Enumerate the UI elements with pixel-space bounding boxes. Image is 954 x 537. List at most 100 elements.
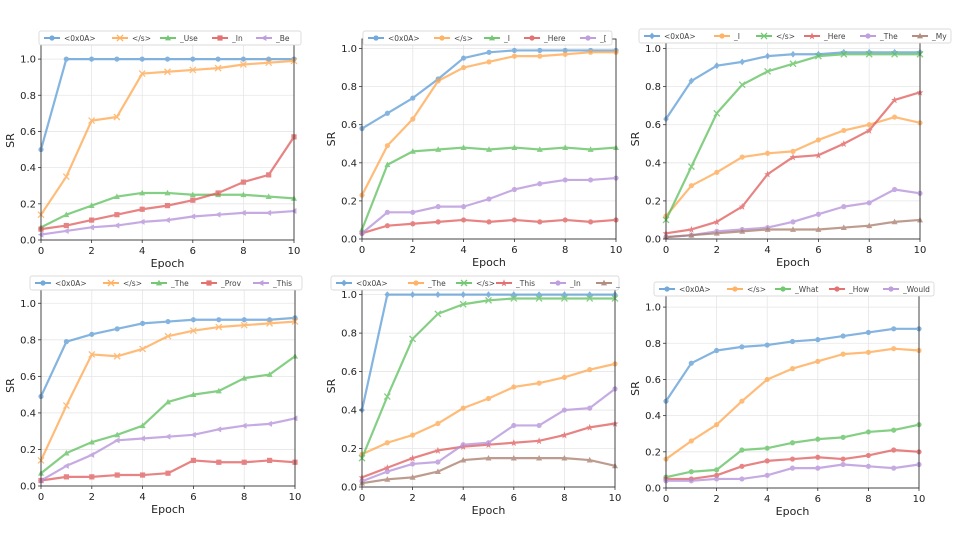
- data-point: [88, 451, 95, 458]
- y-tick-label: 0.2: [20, 445, 36, 456]
- x-tick-label: 6: [190, 492, 196, 503]
- data-point: [241, 317, 247, 323]
- data-point: [789, 456, 796, 462]
- data-point: [789, 153, 797, 161]
- data-point: [164, 203, 171, 209]
- data-point: [215, 426, 222, 433]
- y-tick-label: 0.8: [20, 335, 36, 346]
- data-point: [164, 217, 170, 224]
- data-point: [189, 66, 197, 74]
- data-point: [765, 150, 771, 156]
- data-point: [891, 447, 897, 453]
- data-point: [384, 291, 391, 299]
- data-point: [535, 437, 543, 445]
- legend-label: _Be: [275, 34, 290, 43]
- data-point: [713, 218, 721, 226]
- legend-item: _Would: [883, 285, 930, 294]
- data-point: [461, 64, 467, 71]
- data-point: [561, 374, 567, 380]
- data-point: [814, 52, 822, 60]
- data-point: [840, 456, 846, 462]
- legend-marker: [500, 279, 508, 287]
- y-tick-label: 1.0: [645, 303, 661, 314]
- data-point: [435, 204, 441, 210]
- y-tick-label: 0.2: [645, 447, 661, 458]
- data-point: [714, 422, 720, 428]
- y-tick-label: 1.0: [341, 44, 357, 55]
- data-point: [714, 467, 720, 473]
- data-point: [891, 346, 897, 352]
- data-point: [815, 337, 821, 343]
- data-point: [865, 329, 871, 336]
- data-point: [139, 435, 145, 442]
- data-point: [461, 55, 467, 61]
- legend-marker: [760, 32, 768, 40]
- data-point: [511, 144, 518, 150]
- legend-label: </s>: [454, 34, 473, 43]
- legend-item: </s>: [727, 285, 766, 294]
- y-axis-label: SR: [325, 378, 338, 393]
- legend-marker: [865, 33, 871, 39]
- data-point: [114, 326, 120, 332]
- legend-item: _In: [550, 279, 581, 288]
- data-point: [164, 56, 171, 62]
- data-point: [461, 217, 467, 223]
- data-point: [535, 295, 543, 302]
- y-tick-label: 0.4: [341, 158, 357, 169]
- data-point: [764, 376, 770, 383]
- data-point: [215, 323, 223, 331]
- legend-item: _My: [912, 32, 947, 41]
- data-point: [410, 461, 416, 467]
- data-point: [789, 440, 796, 446]
- data-point: [190, 431, 196, 438]
- data-point: [840, 50, 848, 58]
- data-point: [266, 371, 273, 377]
- legend-marker: [40, 280, 46, 286]
- data-point: [866, 200, 872, 206]
- data-point: [384, 476, 391, 482]
- legend-marker: [555, 280, 561, 286]
- legend-marker: [49, 35, 55, 41]
- data-point: [891, 427, 897, 433]
- data-point: [62, 173, 70, 181]
- grid: [361, 39, 617, 240]
- data-point: [536, 291, 542, 299]
- x-tick-label: 10: [913, 494, 926, 505]
- data-point: [789, 338, 796, 345]
- data-point: [384, 209, 390, 215]
- series-<0x0A>: [38, 56, 297, 153]
- data-point: [688, 231, 695, 238]
- legend-label: <0x0A>: [664, 32, 696, 41]
- x-tick-label: 4: [460, 493, 466, 504]
- data-point: [266, 172, 272, 178]
- y-tick-label: 0.8: [645, 339, 661, 350]
- data-point: [215, 190, 221, 196]
- data-point: [510, 439, 518, 447]
- data-point: [460, 405, 466, 411]
- data-point: [739, 463, 745, 469]
- data-point: [739, 154, 745, 160]
- x-tick-label: 10: [914, 245, 927, 256]
- legend-item: _This: [253, 279, 292, 288]
- data-point: [435, 291, 441, 299]
- legend-item: _What: [775, 285, 819, 294]
- y-tick-label: 1.0: [645, 44, 661, 55]
- legend-label: _Would: [902, 285, 930, 294]
- data-point: [891, 96, 898, 104]
- y-tick-label: 0.0: [20, 482, 36, 493]
- data-point: [460, 456, 467, 463]
- x-axis-label: Epoch: [151, 503, 185, 516]
- data-point: [139, 345, 147, 353]
- x-tick-label: 2: [713, 494, 719, 505]
- series-_The: [38, 353, 298, 476]
- data-point: [840, 333, 846, 339]
- data-point: [688, 225, 695, 233]
- x-tick-label: 2: [89, 492, 95, 503]
- data-point: [409, 474, 416, 480]
- legend-marker: [834, 286, 840, 292]
- data-point: [89, 56, 95, 62]
- legend-box: [638, 28, 952, 44]
- data-point: [891, 326, 897, 332]
- data-point: [815, 465, 821, 471]
- data-point: [63, 339, 69, 345]
